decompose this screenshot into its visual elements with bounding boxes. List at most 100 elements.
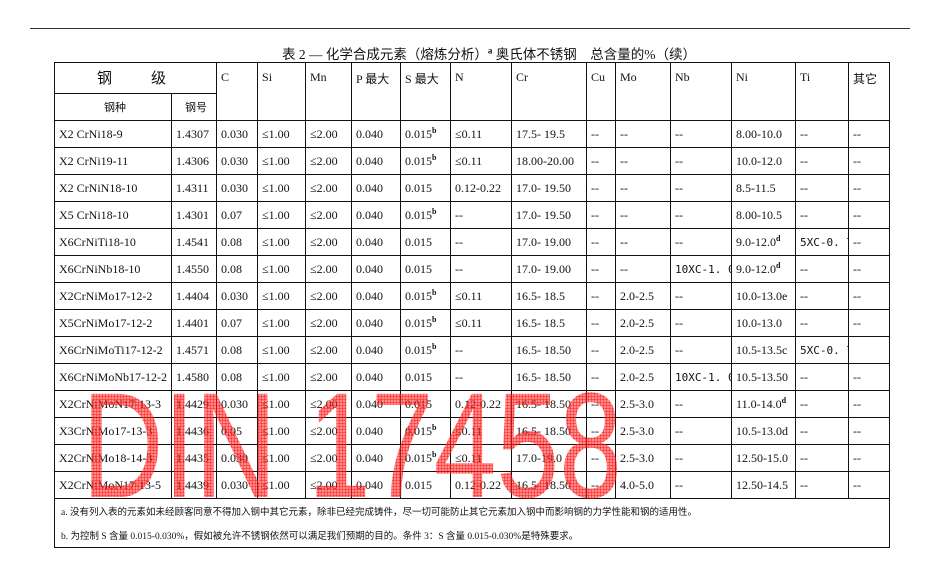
cell-value: 1.4307 — [176, 126, 209, 141]
cell-value: 1.4580 — [176, 369, 209, 384]
cell-ni: 10.0-13.0 — [731, 309, 797, 337]
cell-value: 0.040 — [356, 234, 384, 249]
cell-other: -- — [848, 309, 891, 337]
cell-si: ≤1.00 — [257, 417, 307, 445]
cell-p: 0.040 — [351, 390, 402, 418]
footnote: a. 没有列入表的元素如未经顾客同意不得加入钢中其它元素，除非已经完成铸件，尽一… — [53, 498, 891, 523]
cell-value: 0.07 — [221, 315, 243, 330]
cell-value: -- — [800, 450, 809, 465]
cell-num: 1.4429 — [170, 390, 218, 418]
cell-value: 1.4571 — [176, 342, 209, 357]
cell-n: -- — [450, 363, 513, 391]
cell-value: 9.0-12.0 — [736, 235, 777, 249]
cell-value: ≤1.00 — [262, 288, 290, 303]
cell-value: -- — [853, 288, 862, 303]
cell-type: X2CrNiMo18-14-3 — [54, 444, 172, 472]
cell-value: 0.015 — [405, 234, 433, 249]
cell-s: 0.015 — [400, 471, 452, 499]
cell-value: ≤2.00 — [310, 288, 338, 303]
table-row: X5 CrNi18-10 1.4301 0.07 ≤1.00 ≤2.00 0.040 0.0… — [54, 201, 891, 229]
cell-num: 1.4580 — [170, 363, 218, 391]
cell-s: 0.015 — [400, 174, 452, 202]
cell-value: -- — [853, 477, 862, 492]
cell-s: 0.015b — [400, 201, 452, 229]
cell-value: 0.040 — [356, 180, 384, 195]
cell-s: 0.015b — [400, 120, 452, 148]
cell-nb: -- — [670, 336, 733, 364]
cell-nb: -- — [670, 417, 733, 445]
cell-value: ≤2.00 — [310, 180, 338, 195]
cell-ni: 11.0-14.0d — [731, 390, 797, 418]
cell-value: -- — [591, 234, 600, 249]
cell-mn: ≤2.00 — [305, 228, 353, 256]
cell-other — [848, 336, 891, 364]
cell-value: -- — [800, 477, 809, 492]
cell-cr: 18.00-20.00 — [511, 147, 588, 175]
cell-type: X5 CrNi18-10 — [54, 201, 172, 229]
cell-si: ≤1.00 — [257, 120, 307, 148]
header-col-6: Cr — [511, 62, 588, 121]
cell-value: 17.0- 19.00 — [516, 234, 572, 249]
cell-value: -- — [591, 288, 600, 303]
cell-n: ≤0.11 — [450, 309, 513, 337]
table-row: X2 CrNiN18-10 1.4311 0.030 ≤1.00 ≤2.00 0.040 0… — [54, 174, 891, 202]
header-col-11: Ti — [795, 62, 850, 121]
cell-value: ≤1.00 — [262, 234, 290, 249]
cell-si: ≤1.00 — [257, 363, 307, 391]
cell-si: ≤1.00 — [257, 255, 307, 283]
table-row: X5CrNiMo17-12-2 1.4401 0.07 ≤1.00 ≤2.00 0.040… — [54, 309, 891, 337]
cell-num: 1.4541 — [170, 228, 218, 256]
cell-value: 0.015 — [405, 477, 433, 492]
cell-s: 0.015b — [400, 309, 452, 337]
cell-value: -- — [675, 315, 684, 330]
cell-value: ≤0.11 — [455, 450, 483, 465]
cell-s: 0.015 — [400, 363, 452, 391]
cell-value: 0.015 — [405, 316, 433, 330]
cell-other: -- — [848, 255, 891, 283]
cell-value: -- — [853, 153, 862, 168]
cell-value: 0.12-0.22 — [455, 396, 502, 411]
cell-s: 0.015b — [400, 282, 452, 310]
cell-s: 0.015b — [400, 417, 452, 445]
cell-cr: 16.5- 18.50 — [511, 417, 588, 445]
cell-c: 0.030 — [216, 444, 259, 472]
cell-value: 1.4301 — [176, 207, 209, 222]
cell-value: -- — [675, 126, 684, 141]
cell-ni: 9.0-12.0d — [731, 228, 797, 256]
cell-value: 1.4429 — [176, 396, 209, 411]
cell-s: 0.015 — [400, 228, 452, 256]
cell-si: ≤1.00 — [257, 201, 307, 229]
cell-value: 1.4435 — [176, 450, 209, 465]
cell-c: 0.08 — [216, 255, 259, 283]
cell-value: X2CrNiMoN17-13-3 — [59, 396, 161, 411]
cell-value: -- — [853, 369, 862, 384]
cell-value: 0.030 — [221, 288, 249, 303]
cell-mn: ≤2.00 — [305, 174, 353, 202]
cell-value: 0.015 — [405, 424, 433, 438]
cell-mn: ≤2.00 — [305, 120, 353, 148]
cell-si: ≤1.00 — [257, 444, 307, 472]
cell-value: 10XC-1. 0 — [675, 262, 732, 276]
cell-other: -- — [848, 147, 891, 175]
cell-value: 0.040 — [356, 288, 384, 303]
cell-value: -- — [620, 126, 629, 141]
cell-value: 0.040 — [356, 126, 384, 141]
footnote-mark: d — [781, 396, 787, 405]
cell-value: X5CrNiMo17-12-2 — [59, 315, 153, 330]
cell-value: -- — [455, 369, 464, 384]
footnote-mark: b — [432, 450, 437, 459]
cell-value: -- — [455, 207, 464, 222]
cell-num: 1.4435 — [170, 444, 218, 472]
cell-mn: ≤2.00 — [305, 363, 353, 391]
cell-value: -- — [591, 207, 600, 222]
cell-p: 0.040 — [351, 363, 402, 391]
cell-value: X3CrNiMo17-13-3 — [59, 423, 153, 438]
cell-value: 10.0-12.0 — [736, 153, 783, 168]
cell-ti: -- — [795, 417, 850, 445]
cell-p: 0.040 — [351, 201, 402, 229]
cell-type: X6CrNiMoTi17-12-2 — [54, 336, 172, 364]
cell-value: -- — [455, 261, 464, 276]
cell-value: 16.5- 18.5 — [516, 288, 566, 303]
cell-p: 0.040 — [351, 336, 402, 364]
cell-other: -- — [848, 390, 891, 418]
